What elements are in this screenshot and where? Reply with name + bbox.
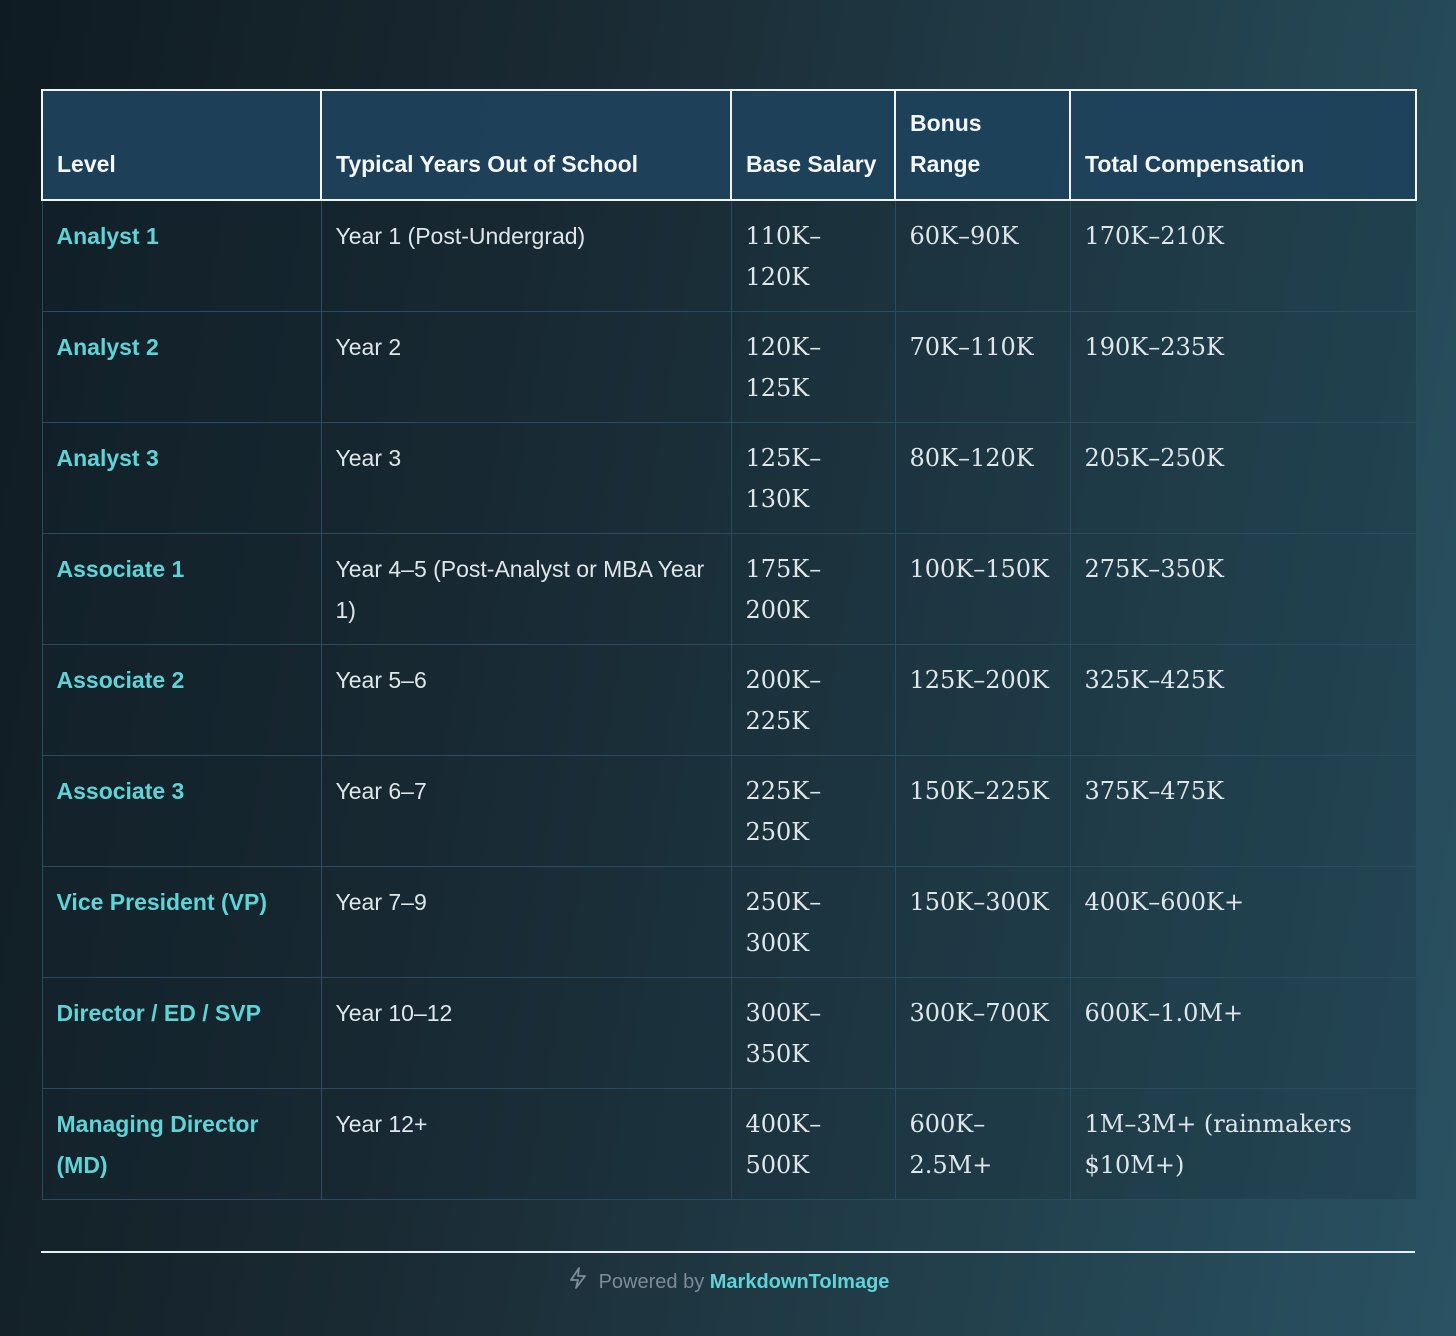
cell-years: Year 2: [320, 310, 732, 423]
cell-years: Year 4–5 (Post-Analyst or MBA Year 1): [320, 532, 732, 645]
table-row: Director / ED / SVP Year 10–12 300K–350K…: [41, 976, 1417, 1089]
cell-bonus-range: 300K–700K: [894, 976, 1071, 1089]
compensation-table-container: Level Typical Years Out of School Base S…: [41, 89, 1417, 1200]
cell-level: Associate 3: [41, 754, 322, 867]
cell-base-salary: 250K–300K: [730, 865, 896, 978]
cell-years: Year 12+: [320, 1087, 732, 1200]
footer-powered-by: Powered by: [598, 1270, 705, 1293]
table-body: Analyst 1 Year 1 (Post-Undergrad) 110K–1…: [41, 199, 1417, 1200]
cell-level: Vice President (VP): [41, 865, 322, 978]
table-row: Analyst 3 Year 3 125K–130K 80K–120K 205K…: [41, 421, 1417, 534]
cell-base-salary: 225K–250K: [730, 754, 896, 867]
cell-level: Director / ED / SVP: [41, 976, 322, 1089]
cell-level: Analyst 1: [41, 199, 322, 312]
cell-bonus-range: 150K–300K: [894, 865, 1071, 978]
cell-years: Year 7–9: [320, 865, 732, 978]
header-level: Level: [41, 89, 322, 201]
cell-total-compensation: 375K–475K: [1069, 754, 1417, 867]
cell-years: Year 3: [320, 421, 732, 534]
table-row: Associate 1 Year 4–5 (Post-Analyst or MB…: [41, 532, 1417, 645]
cell-base-salary: 300K–350K: [730, 976, 896, 1089]
cell-bonus-range: 600K–2.5M+: [894, 1087, 1071, 1200]
header-bonus-range: Bonus Range: [894, 89, 1071, 201]
cell-base-salary: 120K–125K: [730, 310, 896, 423]
cell-level: Analyst 2: [41, 310, 322, 423]
cell-total-compensation: 170K–210K: [1069, 199, 1417, 312]
header-total-compensation: Total Compensation: [1069, 89, 1417, 201]
cell-bonus-range: 125K–200K: [894, 643, 1071, 756]
table-row: Analyst 1 Year 1 (Post-Undergrad) 110K–1…: [41, 199, 1417, 312]
cell-level: Associate 2: [41, 643, 322, 756]
cell-total-compensation: 600K–1.0M+: [1069, 976, 1417, 1089]
cell-bonus-range: 80K–120K: [894, 421, 1071, 534]
footer-divider: [41, 1251, 1415, 1253]
cell-base-salary: 200K–225K: [730, 643, 896, 756]
cell-total-compensation: 190K–235K: [1069, 310, 1417, 423]
table-row: Associate 2 Year 5–6 200K–225K 125K–200K…: [41, 643, 1417, 756]
cell-base-salary: 110K–120K: [730, 199, 896, 312]
header-base-salary: Base Salary: [730, 89, 896, 201]
cell-total-compensation: 275K–350K: [1069, 532, 1417, 645]
cell-years: Year 1 (Post-Undergrad): [320, 199, 732, 312]
cell-total-compensation: 325K–425K: [1069, 643, 1417, 756]
cell-bonus-range: 150K–225K: [894, 754, 1071, 867]
cell-total-compensation: 205K–250K: [1069, 421, 1417, 534]
cell-base-salary: 400K–500K: [730, 1087, 896, 1200]
compensation-table: Level Typical Years Out of School Base S…: [41, 89, 1417, 1200]
cell-total-compensation: 1M–3M+ (rainmakers $10M+): [1069, 1087, 1417, 1200]
table-row: Managing Director (MD) Year 12+ 400K–500…: [41, 1087, 1417, 1200]
lightning-bolt-icon: [567, 1266, 589, 1299]
cell-total-compensation: 400K–600K+: [1069, 865, 1417, 978]
table-row: Analyst 2 Year 2 120K–125K 70K–110K 190K…: [41, 310, 1417, 423]
cell-base-salary: 175K–200K: [730, 532, 896, 645]
cell-bonus-range: 100K–150K: [894, 532, 1071, 645]
cell-years: Year 10–12: [320, 976, 732, 1089]
cell-years: Year 6–7: [320, 754, 732, 867]
cell-level: Associate 1: [41, 532, 322, 645]
header-row: Level Typical Years Out of School Base S…: [41, 89, 1417, 201]
cell-level: Analyst 3: [41, 421, 322, 534]
table-row: Vice President (VP) Year 7–9 250K–300K 1…: [41, 865, 1417, 978]
footer: Powered by MarkdownToImage: [0, 1266, 1456, 1299]
table-row: Associate 3 Year 6–7 225K–250K 150K–225K…: [41, 754, 1417, 867]
header-years: Typical Years Out of School: [320, 89, 732, 201]
footer-brand-link[interactable]: MarkdownToImage: [709, 1270, 890, 1293]
cell-base-salary: 125K–130K: [730, 421, 896, 534]
cell-bonus-range: 60K–90K: [894, 199, 1071, 312]
cell-bonus-range: 70K–110K: [894, 310, 1071, 423]
cell-level: Managing Director (MD): [41, 1087, 322, 1200]
table-header: Level Typical Years Out of School Base S…: [41, 89, 1417, 201]
cell-years: Year 5–6: [320, 643, 732, 756]
